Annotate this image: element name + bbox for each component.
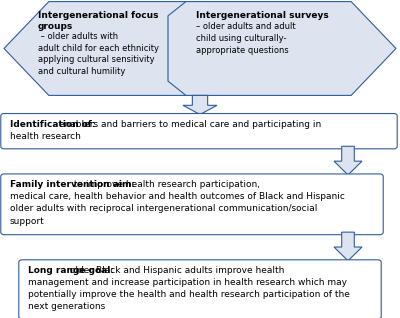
Text: Family intervention aim:: Family intervention aim:: [10, 180, 135, 189]
Text: Long range goal:: Long range goal:: [28, 266, 114, 275]
FancyBboxPatch shape: [1, 114, 397, 149]
FancyBboxPatch shape: [19, 260, 381, 318]
Text: Intergenerational surveys: Intergenerational surveys: [196, 11, 329, 20]
Text: – older adults and adult
child using culturally-
appropriate questions: – older adults and adult child using cul…: [196, 22, 296, 55]
Text: enablers and barriers to medical care and participating in: enablers and barriers to medical care an…: [56, 120, 321, 129]
Polygon shape: [334, 146, 362, 175]
Text: management and increase participation in health research which may: management and increase participation in…: [28, 278, 347, 287]
Text: potentially improve the health and health research participation of the: potentially improve the health and healt…: [28, 290, 350, 299]
Text: Identification of:: Identification of:: [10, 120, 96, 129]
Polygon shape: [4, 2, 232, 95]
Polygon shape: [334, 232, 362, 261]
Text: support: support: [10, 217, 45, 225]
Text: medical care, health behavior and health outcomes of Black and Hispanic: medical care, health behavior and health…: [10, 192, 345, 201]
FancyBboxPatch shape: [1, 174, 383, 235]
Text: older Black and Hispanic adults improve health: older Black and Hispanic adults improve …: [67, 266, 284, 275]
Text: to improve health research participation,: to improve health research participation…: [71, 180, 260, 189]
Text: older adults with reciprocal intergenerational communication/social: older adults with reciprocal intergenera…: [10, 204, 317, 213]
Text: health research: health research: [10, 132, 81, 141]
Text: next generations: next generations: [28, 302, 105, 311]
Text: Intergenerational focus
groups: Intergenerational focus groups: [38, 11, 158, 31]
Polygon shape: [168, 2, 396, 95]
Text: – older adults with
adult child for each ethnicity
applying cultural sensitivity: – older adults with adult child for each…: [38, 32, 159, 76]
Polygon shape: [183, 95, 217, 114]
